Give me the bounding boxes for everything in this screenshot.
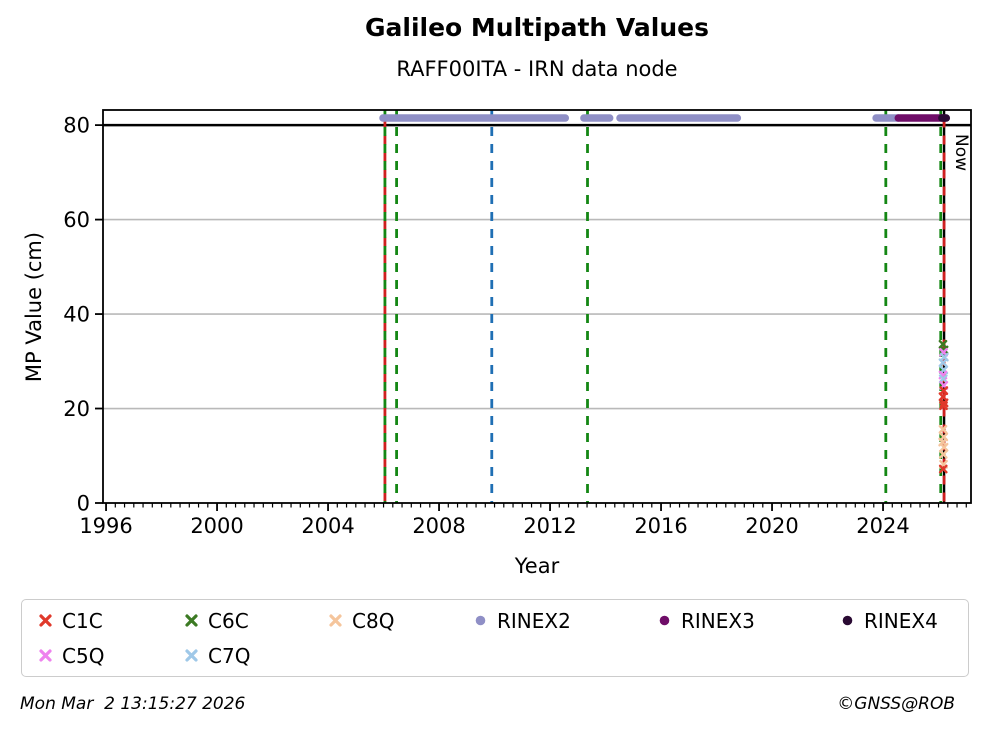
x-tick-label: 2012 (523, 514, 576, 538)
legend-item-rinex2: RINEX2 (473, 604, 657, 637)
x-tick-label: 1996 (79, 514, 132, 538)
legend-item-c7q: C7Q (184, 639, 328, 672)
legend-item-c8q: C8Q (328, 604, 473, 637)
legend-item-rinex3: RINEX3 (657, 604, 840, 637)
legend-label: RINEX4 (864, 608, 938, 633)
chart-subtitle: RAFF00ITA - IRN data node (396, 57, 678, 81)
plot-border (102, 109, 972, 504)
legend-label: C7Q (208, 643, 251, 668)
x-tick-label: 2024 (856, 514, 909, 538)
x-tick-label: 2008 (412, 514, 465, 538)
legend: C1C C6C C8Q RINEX2 RINEX3 RINEX4 C5Q C7Q (21, 599, 969, 677)
chart-title: Galileo Multipath Values (365, 13, 709, 42)
legend-item-c5q: C5Q (38, 639, 184, 672)
legend-label: RINEX3 (681, 608, 755, 633)
x-tick-label: 2016 (634, 514, 687, 538)
x-tick-label: 2000 (190, 514, 243, 538)
now-label: Now (951, 134, 971, 171)
y-tick-label: 60 (63, 208, 90, 232)
y-tick-label: 0 (77, 492, 90, 516)
c1c-point (939, 401, 948, 411)
copyright: ©GNSS@ROB (837, 694, 955, 714)
c7q-point (938, 358, 948, 368)
rinex4-marker-icon (842, 615, 853, 626)
c1c-marker-icon (39, 614, 52, 627)
c8q-point (939, 442, 949, 452)
rinex2-marker-icon (475, 615, 486, 626)
x-tick-label: 2020 (745, 514, 798, 538)
legend-label: RINEX2 (497, 608, 571, 633)
legend-label: C1C (62, 608, 103, 633)
y-axis-label: MP Value (cm) (22, 231, 46, 383)
y-tick-label: 40 (63, 303, 90, 327)
legend-item-c6c: C6C (184, 604, 328, 637)
y-tick-label: 80 (63, 114, 90, 138)
y-tick-label: 20 (63, 397, 90, 421)
c7q-marker-icon (185, 649, 198, 662)
legend-label: C5Q (62, 643, 105, 668)
c8q-point (938, 449, 948, 459)
c5q-marker-icon (39, 649, 52, 662)
timestamp: Mon Mar 2 13:15:27 2026 (20, 694, 246, 714)
c8q-marker-icon (329, 614, 342, 627)
c8q-point (938, 424, 948, 434)
legend-label: C6C (208, 608, 249, 633)
legend-label: C8Q (352, 608, 395, 633)
c6c-marker-icon (185, 614, 198, 627)
c7q-point (938, 374, 948, 384)
c1c-point (938, 464, 948, 474)
x-axis-label: Year (514, 554, 560, 578)
legend-item-rinex4: RINEX4 (840, 604, 968, 637)
rinex3-marker-icon (659, 615, 670, 626)
legend-item-c1c: C1C (38, 604, 184, 637)
x-tick-label: 2004 (301, 514, 354, 538)
